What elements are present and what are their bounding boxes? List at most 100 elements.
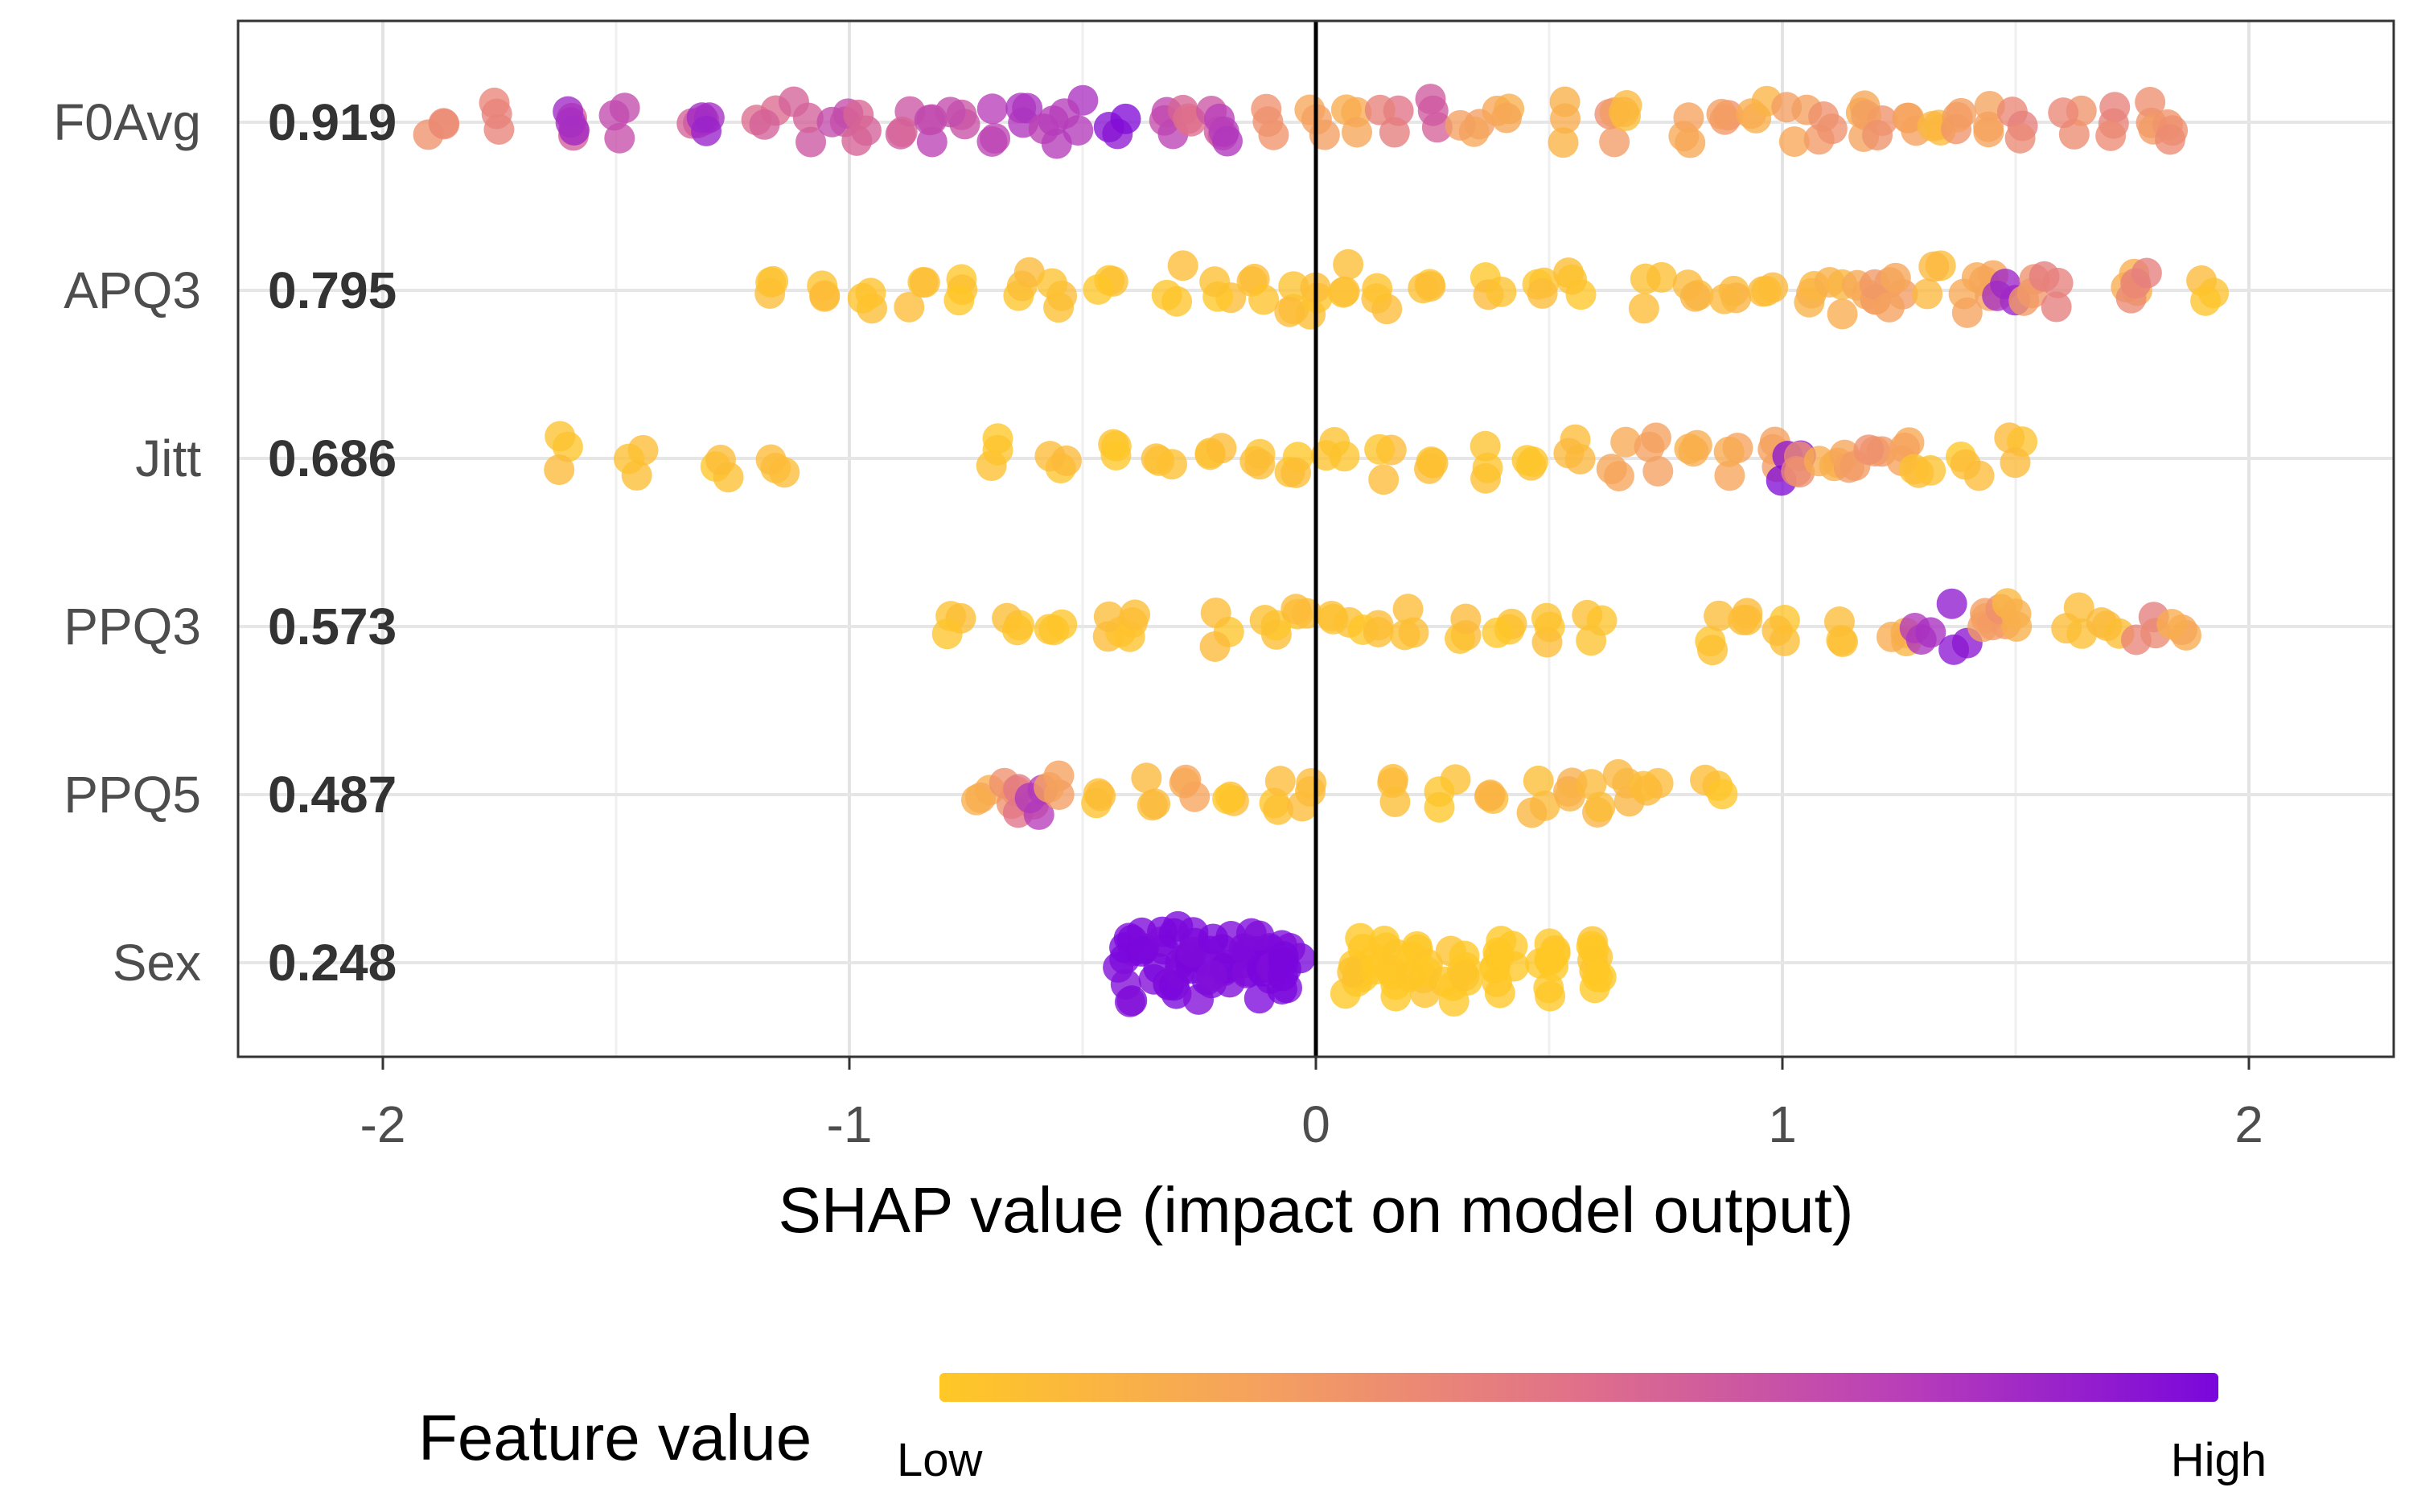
shap-point	[1628, 293, 1659, 324]
shap-point	[1131, 762, 1162, 794]
shap-point	[1364, 94, 1396, 125]
shap-point	[1516, 797, 1548, 828]
shap-point	[1628, 770, 1659, 802]
shap-point	[1093, 601, 1124, 632]
shap-point	[1827, 627, 1859, 658]
shap-point	[841, 125, 873, 156]
shap-point	[1486, 276, 1517, 307]
shap-point	[1329, 276, 1360, 307]
x-tick-label: 2	[2234, 1095, 2263, 1153]
shap-point	[1001, 614, 1033, 646]
shap-point	[1449, 960, 1480, 992]
shap-point	[1110, 103, 1141, 134]
shap-point	[1714, 460, 1745, 491]
shap-point	[1523, 765, 1554, 796]
shap-point	[1912, 278, 1943, 310]
x-tick-label: 1	[1768, 1095, 1797, 1153]
shap-point	[1673, 102, 1704, 134]
shap-point	[2041, 291, 2072, 323]
shap-point	[2042, 267, 2074, 298]
shap-point	[1287, 791, 1318, 822]
shap-point	[1539, 938, 1571, 969]
shap-point	[1199, 631, 1231, 662]
shap-point	[1049, 98, 1080, 129]
shap-point	[1416, 446, 1447, 478]
shap-point	[479, 87, 510, 118]
shap-point	[749, 109, 780, 140]
shap-point	[1675, 127, 1706, 158]
shap-point	[1424, 776, 1455, 807]
feature-label: PPQ5	[64, 766, 201, 824]
shap-point	[1363, 616, 1394, 647]
shap-point	[1120, 599, 1151, 631]
shap-point	[1827, 298, 1858, 330]
shap-point	[1608, 97, 1639, 128]
shap-point	[1751, 275, 1782, 306]
shap-point	[943, 285, 975, 316]
shap-point	[1585, 791, 1616, 823]
shap-point	[1317, 603, 1349, 635]
shap-point	[1535, 980, 1566, 1012]
shap-point	[2099, 92, 2131, 123]
shap-point	[1938, 634, 1970, 665]
shap-point	[1674, 433, 1705, 464]
shap-point	[1472, 452, 1503, 483]
shap-point	[1167, 250, 1198, 281]
shap-point	[1950, 449, 1981, 480]
shap-point	[1395, 961, 1426, 992]
shap-point	[809, 281, 841, 312]
shap-point	[1550, 103, 1581, 134]
shap-point	[1640, 422, 1671, 454]
shap-point	[935, 97, 966, 128]
shap-point	[2190, 285, 2222, 316]
shap-point	[1602, 758, 1634, 790]
shap-point	[1278, 271, 1309, 302]
shap-point	[1243, 920, 1275, 951]
shap-point	[1531, 602, 1562, 634]
shap-point	[909, 267, 940, 298]
shap-point	[1728, 604, 1759, 635]
shap-point	[2156, 609, 2188, 640]
x-tick-label: -2	[360, 1095, 406, 1153]
shap-point	[1258, 119, 1289, 150]
shap-point	[1342, 117, 1373, 148]
shap-point	[2135, 86, 2166, 117]
shap-point	[1679, 281, 1711, 312]
shap-point	[1263, 794, 1294, 825]
shap-point	[1249, 605, 1280, 636]
shap-point	[1936, 588, 1967, 619]
shap-point	[1610, 426, 1642, 458]
shap-point	[1880, 262, 1911, 294]
shap-point	[1578, 934, 1609, 965]
shap-point	[2008, 285, 2040, 316]
legend-title: Feature value	[418, 1402, 812, 1473]
shap-point	[976, 93, 1008, 125]
feature-label: APQ3	[64, 261, 201, 319]
shap-point	[1646, 261, 1677, 293]
shap-point	[1511, 445, 1543, 476]
shap-point	[755, 267, 787, 298]
shap-point	[1212, 783, 1243, 815]
shap-point	[1199, 266, 1231, 298]
shap-point	[2095, 120, 2127, 151]
shap-point	[960, 784, 992, 816]
shap-point	[1264, 766, 1296, 797]
shap-point	[705, 444, 736, 475]
shap-point	[1196, 959, 1227, 991]
shap-point	[1862, 120, 1893, 151]
shap-point	[1013, 257, 1045, 288]
shap-point	[1179, 781, 1211, 812]
shap-point	[1450, 603, 1482, 635]
shap-point	[429, 109, 460, 140]
shap-point	[1706, 98, 1737, 129]
shap-point	[1490, 102, 1522, 134]
shap-point	[1599, 126, 1630, 158]
shap-point	[1486, 926, 1517, 957]
shap-point	[1379, 787, 1411, 818]
shap-point	[1482, 617, 1513, 648]
shap-point	[1876, 621, 1907, 652]
shap-point	[1157, 449, 1188, 480]
shap-point	[1046, 609, 1078, 640]
legend-gradient-bar	[939, 1373, 2218, 1402]
shap-point	[1126, 935, 1157, 967]
